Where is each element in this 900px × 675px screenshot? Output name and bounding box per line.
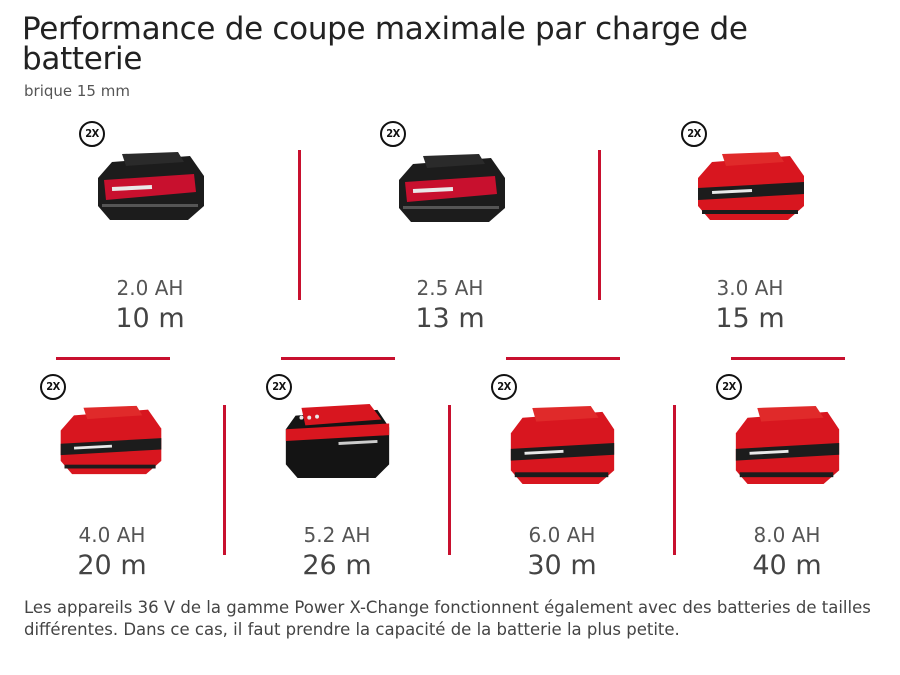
row-divider <box>731 357 845 360</box>
column-divider <box>223 405 226 555</box>
column-divider <box>598 150 601 300</box>
distance-value: 26 m <box>302 550 372 581</box>
distance-value: 20 m <box>77 550 147 581</box>
row-divider <box>506 357 620 360</box>
column-divider <box>448 405 451 555</box>
row-divider <box>281 357 395 360</box>
capacity-label: 2.0 AH <box>116 276 184 300</box>
double-badge-icon: 2X <box>79 121 105 147</box>
column-divider <box>298 150 301 300</box>
battery-pack-icon <box>698 152 804 220</box>
distance-value: 15 m <box>715 303 785 334</box>
double-badge-icon: 2X <box>380 121 406 147</box>
double-badge-icon: 2X <box>681 121 707 147</box>
double-badge-icon: 2X <box>716 374 742 400</box>
distance-value: 40 m <box>752 550 822 581</box>
footnote: Les appareils 36 V de la gamme Power X-C… <box>24 598 871 639</box>
double-badge-icon: 2X <box>40 374 66 400</box>
capacity-label: 8.0 AH <box>753 523 821 547</box>
capacity-label: 5.2 AH <box>303 523 371 547</box>
battery-pack-icon <box>735 406 840 484</box>
column-divider <box>673 405 676 555</box>
page-title: Performance de coupe maximale par charge… <box>22 11 748 77</box>
battery-pack-icon <box>60 405 162 475</box>
distance-value: 13 m <box>415 303 485 334</box>
battery-pack-icon <box>285 403 390 479</box>
capacity-label: 3.0 AH <box>716 276 784 300</box>
page-subtitle: brique 15 mm <box>24 82 130 100</box>
battery-pack-icon <box>98 152 204 220</box>
distance-value: 10 m <box>115 303 185 334</box>
battery-pack-icon <box>399 154 505 222</box>
capacity-label: 6.0 AH <box>528 523 596 547</box>
row-divider <box>56 357 170 360</box>
distance-value: 30 m <box>527 550 597 581</box>
capacity-label: 2.5 AH <box>416 276 484 300</box>
double-badge-icon: 2X <box>266 374 292 400</box>
double-badge-icon: 2X <box>491 374 517 400</box>
battery-pack-icon <box>510 406 615 484</box>
capacity-label: 4.0 AH <box>78 523 146 547</box>
